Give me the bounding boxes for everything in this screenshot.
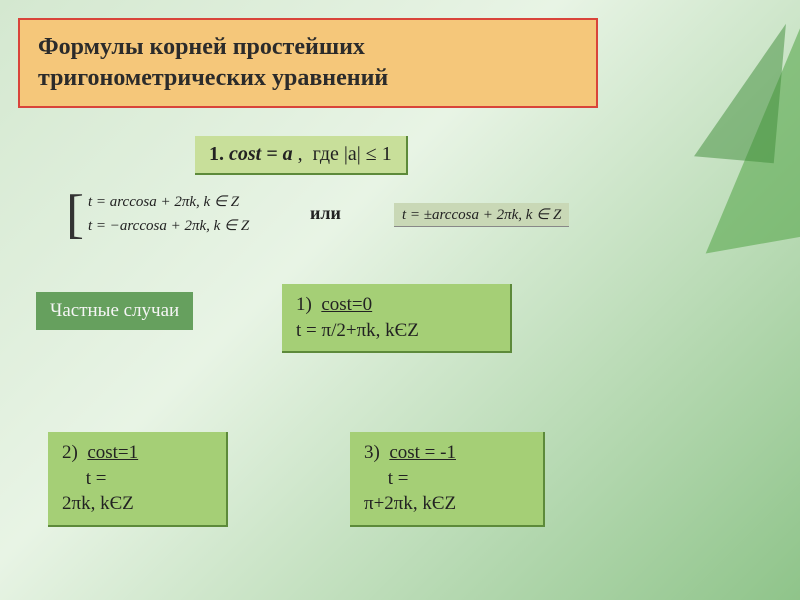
case2-num: 2): [62, 442, 78, 463]
title-box: Формулы корней простейших тригонометриче…: [18, 18, 598, 108]
case-3-box: 3) cost = -1 t = π+2πk, kЄZ: [350, 432, 545, 527]
eq1-expr: cost = а: [229, 143, 293, 165]
eq1-cond: , где |а| ≤ 1: [298, 143, 392, 165]
alt-formula: t = ±arccosа + 2πk, k ∈ Z: [402, 207, 561, 223]
cases-label-box: Частные случаи: [36, 292, 193, 330]
left-bracket-icon: [: [66, 190, 84, 239]
case2-body-l1: t =: [62, 468, 107, 489]
case1-head: cost=0: [321, 294, 372, 315]
case2-body-l2: 2πk, kЄZ: [62, 493, 134, 514]
bracket-line2: t = −arccosа + 2πk, k ∈ Z: [88, 214, 249, 238]
bracket-line1: t = arccosа + 2πk, k ∈ Z: [88, 190, 249, 214]
equation-1-box: 1. cost = а , где |а| ≤ 1: [195, 136, 408, 175]
alt-formula-box: t = ±arccosа + 2πk, k ∈ Z: [394, 203, 569, 227]
case3-num: 3): [364, 442, 380, 463]
title-text: Формулы корней простейших тригонометриче…: [38, 34, 388, 91]
or-label: или: [310, 203, 341, 224]
bg-triangle-small: [694, 17, 786, 163]
cases-label: Частные случаи: [50, 300, 179, 321]
case1-num: 1): [296, 294, 312, 315]
case2-head: cost=1: [87, 442, 138, 463]
eq1-prefix: 1.: [209, 143, 224, 165]
case3-body-l1: t =: [364, 468, 409, 489]
case1-body: t = π/2+πk, kЄZ: [296, 320, 419, 341]
case3-body-l2: π+2πk, kЄZ: [364, 493, 456, 514]
bracket-lines: t = arccosа + 2πk, k ∈ Z t = −arccosа + …: [88, 190, 249, 238]
case-2-box: 2) cost=1 t = 2πk, kЄZ: [48, 432, 228, 527]
case3-head: cost = -1: [389, 442, 456, 463]
case-1-box: 1) cost=0 t = π/2+πk, kЄZ: [282, 284, 512, 353]
bracket-formulas: [ t = arccosа + 2πk, k ∈ Z t = −arccosа …: [66, 190, 249, 239]
